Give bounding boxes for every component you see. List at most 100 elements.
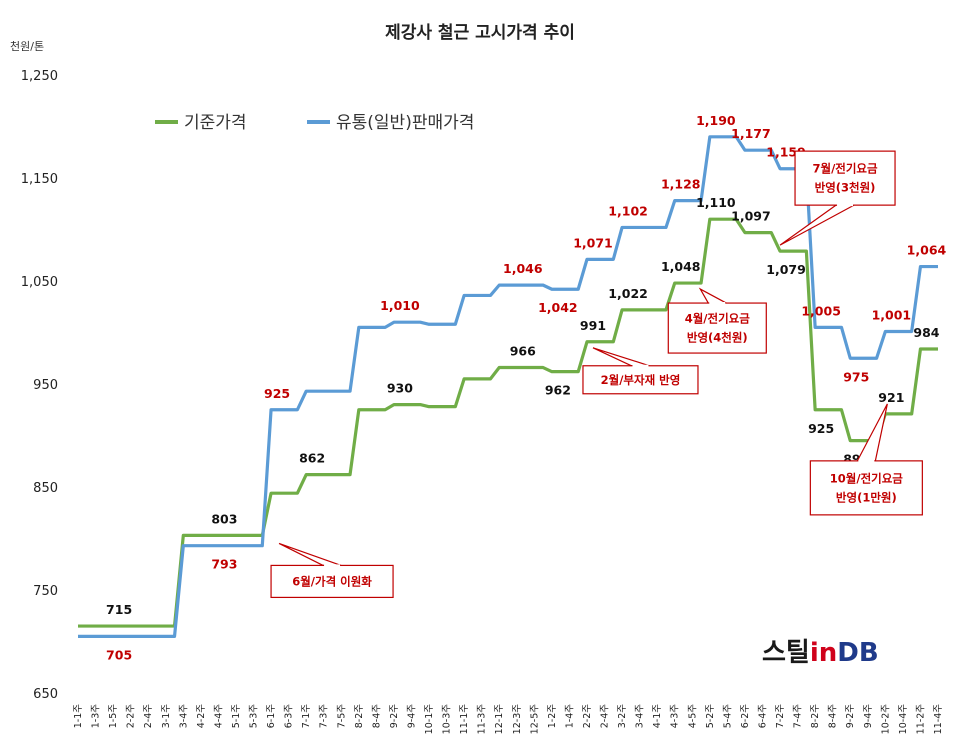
- x-tick-label: 2-2주: [582, 704, 593, 729]
- y-tick-label: 1,050: [21, 275, 58, 290]
- data-labels: 715 705 803 793 925 862 930 1,010 966 1,046 962 1,0…: [106, 113, 946, 663]
- callout-text: 반영(4천원): [687, 331, 748, 345]
- x-tick-label: 6-3주: [284, 704, 295, 729]
- x-tick-label: 4-3주: [670, 704, 681, 729]
- callout-box: [582, 365, 699, 395]
- series-line-0: [78, 217, 938, 628]
- annotation-callout: 6월/가격 이원화: [270, 542, 394, 599]
- x-tick-label: 8-2주: [354, 704, 365, 729]
- x-tick-label: 4-5주: [687, 704, 698, 729]
- x-tick-label: 1-5주: [108, 704, 119, 729]
- x-tick-label: 11-2주: [915, 704, 926, 735]
- x-tick-label: 5-4주: [722, 704, 733, 729]
- legend: 기준가격 유통(일반)판매가격: [155, 113, 474, 133]
- y-tick-label: 950: [33, 378, 58, 393]
- data-label: 966: [510, 344, 536, 359]
- data-label: 1,190: [696, 113, 736, 128]
- x-tick-label: 7-3주: [319, 704, 330, 729]
- callout-text: 6월/가격 이원화: [292, 574, 372, 588]
- x-tick-label: 11-3주: [477, 704, 488, 735]
- data-label: 715: [106, 602, 132, 617]
- callout-text: 반영(3천원): [815, 181, 876, 195]
- x-tick-label: 3-2주: [617, 704, 628, 729]
- data-label: 793: [211, 557, 237, 572]
- data-label: 921: [878, 390, 904, 405]
- data-label: 1,046: [503, 261, 543, 276]
- callout-box: [270, 564, 394, 599]
- x-tick-label: 2-2주: [126, 704, 137, 729]
- x-tick-label: 12-3주: [512, 704, 523, 735]
- x-tick-label: 9-4주: [406, 704, 417, 729]
- x-tick-label: 2-4주: [600, 704, 611, 729]
- data-label: 962: [545, 383, 571, 398]
- y-axis-unit: 천원/톤: [10, 39, 44, 53]
- data-label: 975: [843, 369, 869, 384]
- y-tick-label: 1,150: [21, 172, 58, 187]
- callout-text: 반영(1만원): [836, 490, 897, 504]
- data-label: 925: [808, 421, 834, 436]
- x-tick-label: 5-2주: [705, 704, 716, 729]
- data-label: 1,071: [573, 235, 613, 250]
- x-tick-label: 12-5주: [529, 704, 540, 735]
- callout-box: [794, 150, 896, 206]
- callout-text: 2월/부자재 반영: [601, 373, 681, 387]
- chart-title: 제강사 철근 고시가격 추이: [385, 23, 575, 43]
- x-tick-label: 1-4주: [564, 704, 575, 729]
- x-tick-label: 3-4주: [635, 704, 646, 729]
- x-tick-label: 1-1주: [73, 704, 84, 729]
- x-tick-label: 4-4주: [213, 704, 224, 729]
- callout-pointer: [856, 403, 888, 462]
- y-axis: 650 750 850 950 1,050 1,150 1,250: [21, 69, 58, 702]
- data-label: 1,097: [731, 209, 771, 224]
- data-label: 930: [387, 381, 413, 396]
- callout-box: [809, 460, 923, 516]
- x-tick-label: 6-1주: [266, 704, 277, 729]
- data-label: 862: [299, 451, 325, 466]
- x-tick-label: 8-4주: [371, 704, 382, 729]
- data-label: 1,042: [538, 300, 578, 315]
- brand-middle: in: [810, 638, 837, 668]
- x-tick-label: 10-3주: [442, 704, 453, 735]
- x-tick-label: 1-2주: [547, 704, 558, 729]
- callout-pointer: [592, 347, 650, 367]
- x-tick-label: 8-2주: [810, 704, 821, 729]
- brand-suffix: DB: [837, 638, 878, 668]
- x-tick-label: 9-2주: [845, 704, 856, 729]
- y-tick-label: 650: [33, 687, 58, 702]
- data-label: 1,102: [608, 203, 648, 218]
- data-label: 1,010: [380, 298, 420, 313]
- callout-pointer: [278, 542, 342, 567]
- x-tick-label: 1-3주: [91, 704, 102, 729]
- data-label: 705: [106, 647, 132, 662]
- callout-text: 7월/전기요금: [812, 162, 878, 176]
- data-label: 991: [580, 318, 606, 333]
- y-tick-label: 1,250: [21, 69, 58, 84]
- x-tick-label: 10-1주: [424, 704, 435, 735]
- x-tick-label: 7-1주: [301, 704, 312, 729]
- x-tick-label: 8-4주: [828, 704, 839, 729]
- brand-logo: 스틸inDB: [762, 638, 879, 668]
- callout-box: [667, 302, 767, 354]
- x-tick-label: 10-2주: [880, 704, 891, 735]
- data-label: 1,022: [608, 286, 648, 301]
- legend-label-distribution: 유통(일반)판매가격: [336, 113, 474, 133]
- data-label: 1,110: [696, 195, 736, 210]
- callout-pointer: [779, 204, 855, 246]
- annotation-callout: 2월/부자재 반영: [582, 347, 699, 395]
- x-tick-label: 11-4주: [933, 704, 944, 735]
- y-tick-label: 750: [33, 584, 58, 599]
- x-tick-label: 3-1주: [161, 704, 172, 729]
- legend-label-standard: 기준가격: [184, 113, 247, 133]
- callout-pointer: [698, 287, 727, 304]
- data-label: 1,177: [731, 126, 771, 141]
- x-tick-label: 7-5주: [336, 704, 347, 729]
- data-label: 925: [264, 386, 290, 401]
- x-axis: 1-1주 1-3주 1-5주 2-2주 2-4주 3-1주 3-4주 4-2주 4-4주 5-1주…: [73, 704, 944, 735]
- x-tick-label: 4-2주: [196, 704, 207, 729]
- x-tick-label: 2-4주: [143, 704, 154, 729]
- x-tick-label: 3-4주: [178, 704, 189, 729]
- data-label: 1,079: [766, 262, 806, 277]
